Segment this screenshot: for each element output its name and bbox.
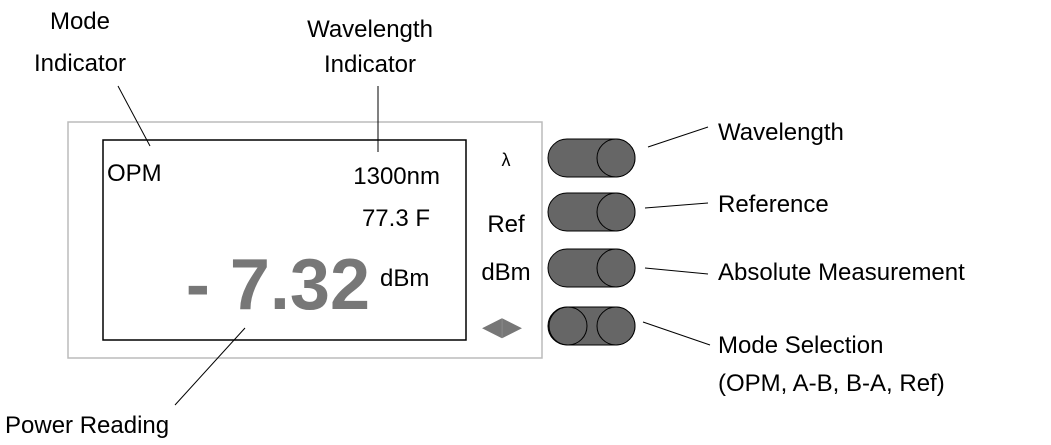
callout-label: Mode Selection (718, 332, 883, 359)
dbm-label: dBm (481, 259, 530, 286)
wavelength-button[interactable] (547, 138, 636, 178)
callout-line (647, 126, 709, 148)
callout-label: Absolute Measurement (718, 259, 965, 286)
lambda-label: λ (502, 150, 511, 170)
callout-label: Reference (718, 191, 829, 218)
power-reading-value: - 7.32 (186, 245, 370, 325)
mode-text: OPM (107, 160, 162, 187)
callout-label: (OPM, A-B, B-A, Ref) (718, 370, 945, 397)
mode-button[interactable] (547, 306, 636, 346)
callout-line (642, 321, 711, 346)
callout-label: Mode (50, 8, 110, 35)
unit-text: dBm (380, 265, 429, 292)
absolute-button[interactable] (547, 248, 636, 288)
reference-button[interactable] (547, 192, 636, 232)
temperature-text: 77.3 F (362, 205, 430, 232)
callout-label: Indicator (324, 51, 416, 78)
ref-label: Ref (487, 211, 525, 238)
callout-label: Indicator (34, 50, 126, 77)
callout-line (174, 327, 246, 406)
callout-label: Wavelength (718, 119, 844, 146)
callout-line (644, 202, 709, 209)
display-screen (102, 139, 467, 341)
callout-label: Power Reading (5, 412, 169, 439)
wavelength-text: 1300nm (353, 163, 440, 190)
callout-label: Wavelength (307, 16, 433, 43)
arrows-label: ◀▶ (482, 311, 522, 341)
callout-line (644, 267, 709, 275)
callout-line (117, 85, 151, 147)
